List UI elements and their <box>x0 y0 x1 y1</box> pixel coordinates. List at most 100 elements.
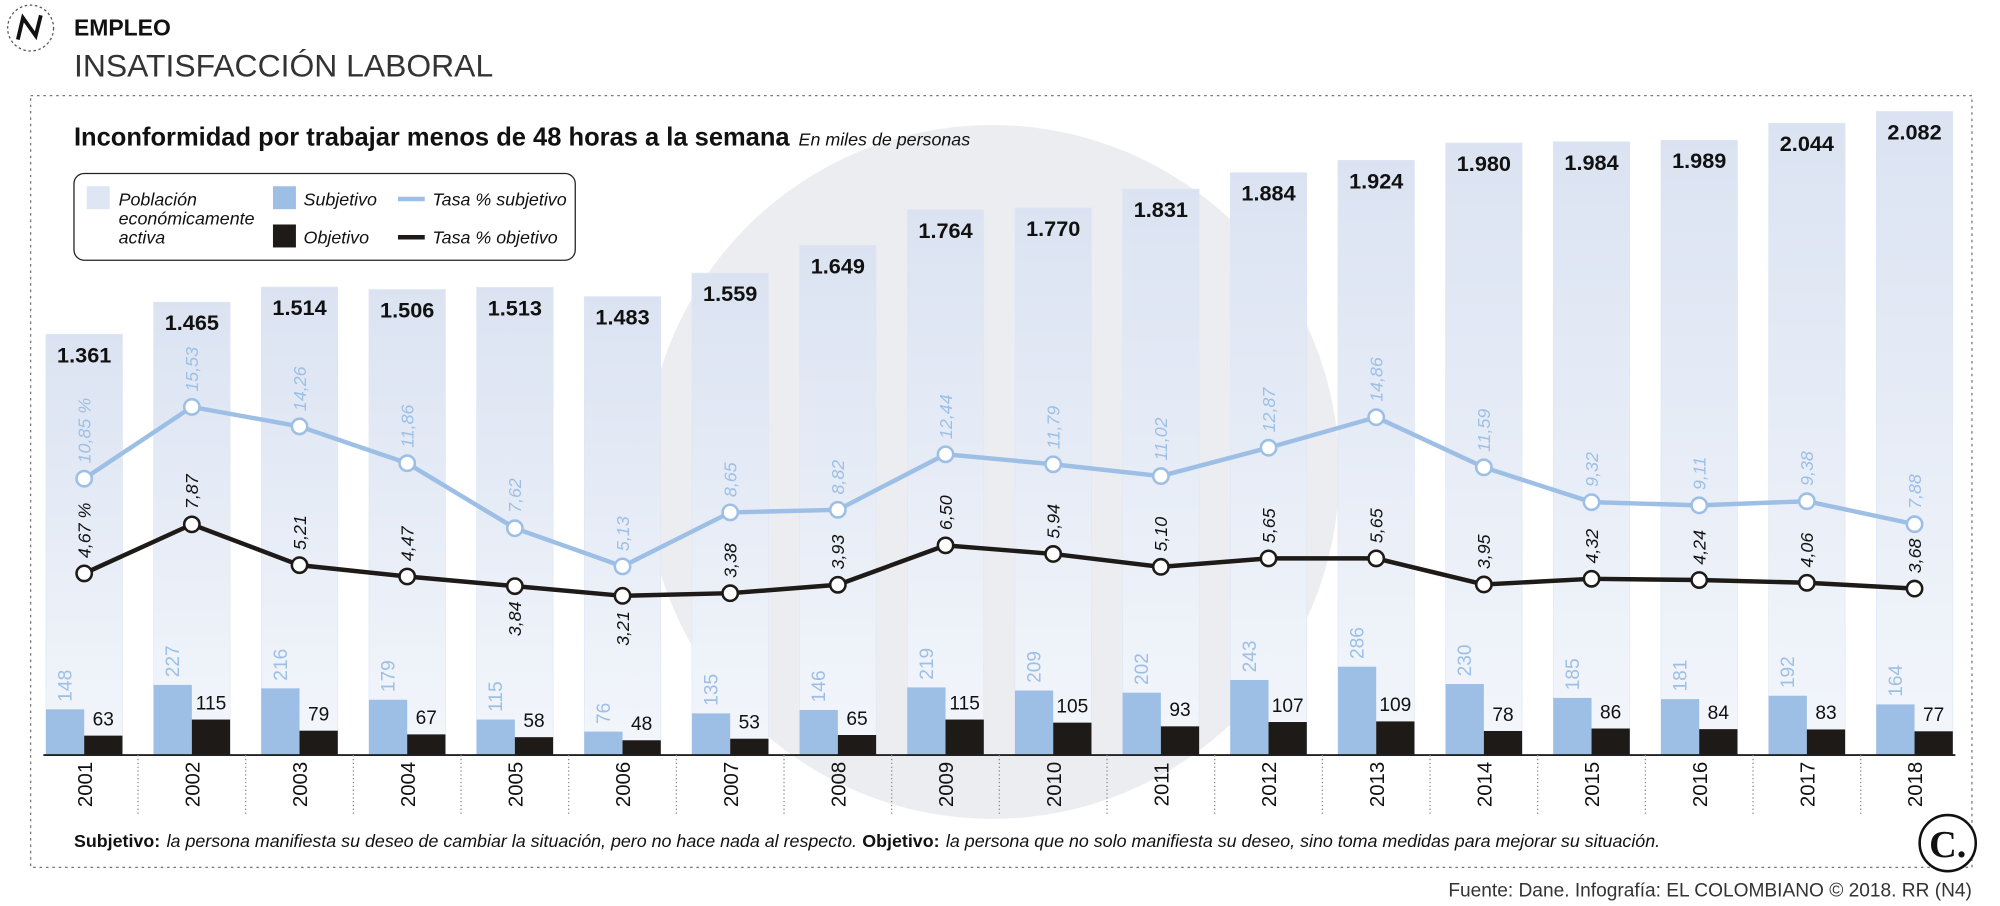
note-term: Objetivo: <box>862 831 939 851</box>
bar-subjetivo <box>1445 683 1484 756</box>
note-text: la persona manifiesta su deseo de cambia… <box>167 831 857 851</box>
bar-pea <box>906 209 985 756</box>
legend-label: Objetivo <box>304 228 370 248</box>
rate-point <box>1905 579 1924 598</box>
subjetivo-label: 181 <box>1670 660 1691 692</box>
pea-label: 1.980 <box>1457 151 1511 176</box>
rate-label: 3,93 <box>828 535 848 570</box>
rate-point <box>75 469 94 488</box>
pea-label: 1.559 <box>703 281 757 306</box>
bar-objetivo <box>1376 721 1415 756</box>
bar-pea <box>45 334 123 756</box>
rate-point <box>1797 573 1816 592</box>
bar-subjetivo <box>45 709 85 756</box>
rate-label: 14,26 <box>290 366 310 411</box>
legend-label: Población económicamente activa <box>119 189 255 247</box>
bar-pea <box>583 296 662 756</box>
objetivo-label: 65 <box>846 709 867 730</box>
rate-point <box>182 515 201 534</box>
note-text: la persona que no solo manifiesta su des… <box>946 831 1660 851</box>
x-tick-label: 2006 <box>613 762 635 807</box>
bar-subjetivo <box>261 688 300 756</box>
rate-label: 5,13 <box>613 516 633 551</box>
rate-point <box>1797 492 1816 511</box>
bar-objetivo <box>945 719 984 756</box>
bar-objetivo <box>191 719 231 756</box>
subjetivo-label: 164 <box>1886 664 1907 696</box>
rate-point <box>828 575 847 594</box>
bar-subjetivo <box>584 731 623 756</box>
logo-c-letter: C. <box>1929 824 1966 866</box>
objetivo-label: 105 <box>1056 696 1088 717</box>
rate-point <box>1259 549 1278 568</box>
rate-point <box>1151 467 1170 486</box>
rate-label: 9,38 <box>1797 451 1817 486</box>
bar-objetivo <box>407 734 446 756</box>
subjetivo-label: 202 <box>1132 653 1153 685</box>
rate-point <box>1905 515 1924 534</box>
bar-subjetivo <box>1876 704 1915 756</box>
rate-label: 11,59 <box>1474 409 1494 452</box>
rate-label: 8,65 <box>721 462 741 497</box>
rate-point <box>613 586 632 605</box>
pea-label: 2.044 <box>1780 131 1834 156</box>
legend-label: Tasa % subjetivo <box>432 189 566 209</box>
rate-label: 11,02 <box>1151 417 1171 460</box>
x-tick-label: 2014 <box>1475 762 1497 807</box>
pea-label: 2.082 <box>1887 119 1941 144</box>
rate-label: 4,47 <box>398 525 418 561</box>
rate-point <box>721 503 740 522</box>
bar-subjetivo <box>368 699 408 756</box>
bar-objetivo <box>299 730 338 756</box>
x-tick-label: 2017 <box>1798 762 1820 807</box>
rate-label: 14,86 <box>1367 357 1387 402</box>
pea-label: 1.831 <box>1134 197 1188 222</box>
bar-objetivo <box>1914 731 1953 756</box>
pea-label: 1.514 <box>272 295 326 320</box>
pea-label: 1.483 <box>595 305 649 330</box>
rate-label: 7,62 <box>505 478 525 513</box>
rate-point <box>613 557 632 576</box>
rate-label: 7,88 <box>1905 474 1925 509</box>
rate-point <box>1367 549 1386 568</box>
pea-label: 1.924 <box>1349 168 1403 193</box>
bar-subjetivo <box>1014 690 1054 756</box>
rate-label: 4,24 <box>1690 530 1710 565</box>
bar-pea <box>1445 142 1523 756</box>
rate-point <box>505 577 524 596</box>
rate-label: 9,32 <box>1582 452 1602 487</box>
note-term: Subjetivo: <box>74 831 160 851</box>
rate-line <box>82 404 1916 569</box>
x-tick-label: 2005 <box>506 762 528 807</box>
objetivo-label: 78 <box>1492 705 1513 726</box>
objetivo-label: 115 <box>949 693 980 714</box>
pea-label: 1.884 <box>1241 181 1295 206</box>
pea-label: 1.989 <box>1672 148 1726 173</box>
rate-point <box>182 397 201 416</box>
rate-label: 12,87 <box>1259 387 1279 433</box>
x-tick-label: 2001 <box>75 762 97 807</box>
rate-label: 4,67 % <box>75 502 95 558</box>
rate-point <box>1151 557 1170 576</box>
bar-objetivo <box>730 738 769 756</box>
rate-point <box>75 564 94 583</box>
rate-point <box>1044 545 1063 563</box>
bar-pea <box>1875 111 1954 756</box>
rate-label: 15,53 <box>182 347 202 392</box>
subjetivo-label: 115 <box>486 681 507 712</box>
rate-point <box>290 556 309 575</box>
rate-label: 4,32 <box>1582 529 1602 564</box>
objetivo-label: 53 <box>739 713 760 734</box>
subjetivo-label: 209 <box>1024 651 1045 683</box>
rate-point <box>936 536 955 555</box>
rate-label: 10,85 % <box>75 398 95 464</box>
objetivo-label: 83 <box>1815 703 1836 724</box>
objetivo-label: 67 <box>416 708 437 729</box>
rate-point <box>1582 569 1601 588</box>
x-tick-label: 2002 <box>183 762 205 807</box>
objetivo-label: 48 <box>631 714 652 735</box>
pea-label: 1.361 <box>57 342 111 367</box>
rate-label: 5,65 <box>1367 508 1387 543</box>
bar-objetivo <box>1591 728 1630 756</box>
bar-pea <box>1660 139 1738 756</box>
